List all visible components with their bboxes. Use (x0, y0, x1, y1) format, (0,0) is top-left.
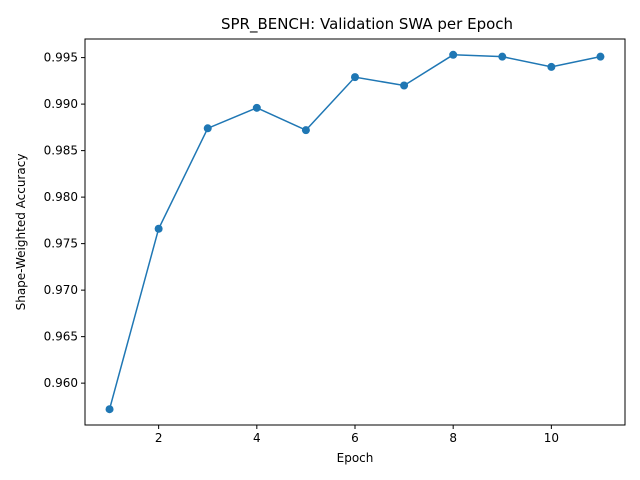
series-line (108, 54, 601, 410)
y-tick-label: 0.965 (44, 330, 78, 344)
data-point (351, 73, 359, 82)
x-tick-label: 8 (449, 431, 457, 445)
x-axis-label: Epoch (337, 451, 374, 465)
axes-frame (84, 38, 626, 426)
x-tick-label: 10 (544, 431, 559, 445)
y-tick-label: 0.970 (44, 283, 78, 297)
data-point (400, 81, 409, 90)
x-tick-label: 6 (351, 431, 359, 445)
chart-title: SPR_BENCH: Validation SWA per Epoch (221, 15, 513, 34)
data-point (154, 224, 163, 233)
y-tick-label: 0.975 (44, 237, 78, 251)
y-tick-label: 0.995 (44, 51, 78, 65)
y-axis-label: Shape-Weighted Accuracy (14, 154, 28, 311)
plot-area (105, 50, 605, 414)
y-tick-label: 0.980 (44, 190, 78, 204)
y-axis-ticks: 0.960 0.965 0.970 0.975 0.980 0.985 0.990 0.995 (44, 51, 85, 390)
x-axis-ticks: 2 4 6 8 10 (155, 425, 559, 445)
data-point (449, 50, 458, 59)
data-point (203, 124, 212, 133)
y-tick-label: 0.985 (44, 144, 78, 158)
x-tick-label: 2 (155, 431, 163, 445)
y-tick-label: 0.960 (44, 376, 78, 390)
data-point (547, 62, 556, 71)
data-point (596, 52, 605, 61)
data-point (301, 126, 310, 135)
data-point (105, 405, 114, 414)
data-point (252, 103, 261, 112)
data-point (498, 52, 507, 61)
x-tick-label: 4 (253, 431, 261, 445)
y-tick-label: 0.990 (44, 97, 78, 111)
